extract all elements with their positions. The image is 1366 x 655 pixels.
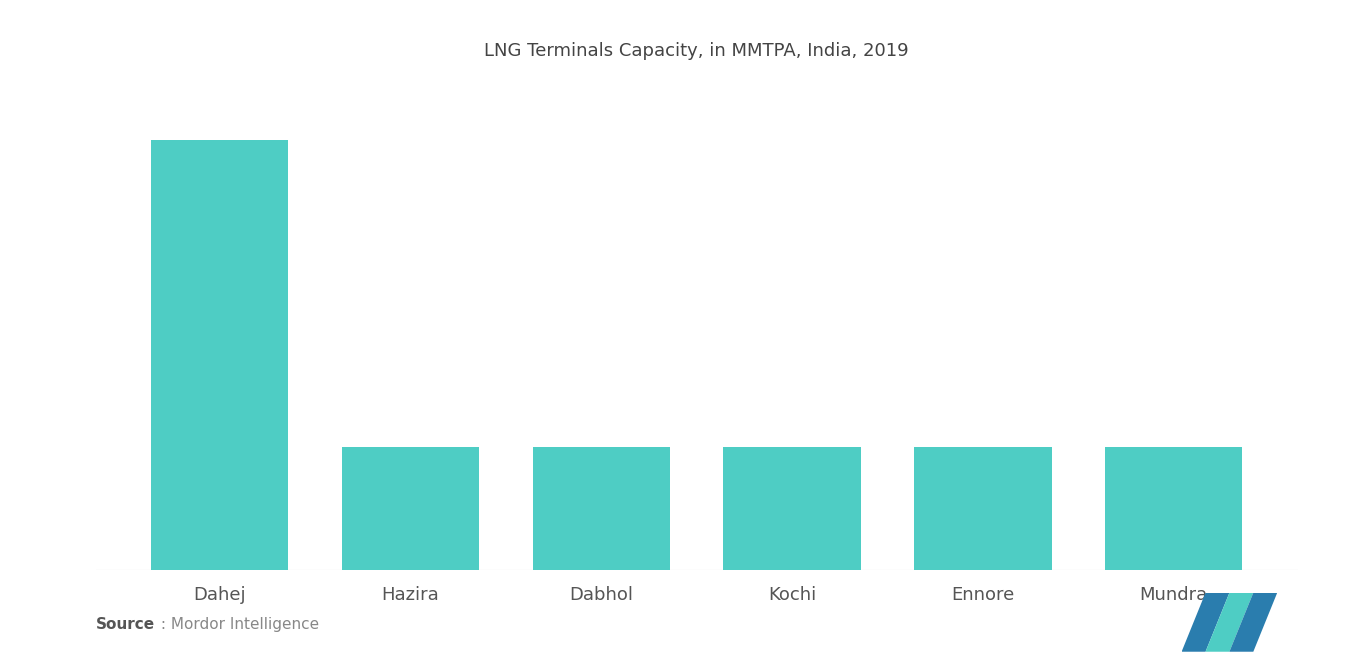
Text: Source: Source <box>96 617 154 632</box>
Title: LNG Terminals Capacity, in MMTPA, India, 2019: LNG Terminals Capacity, in MMTPA, India,… <box>485 43 908 60</box>
Bar <box>724 447 861 570</box>
Bar <box>533 447 669 570</box>
Bar <box>1105 447 1242 570</box>
Bar <box>914 447 1052 570</box>
Text: : Mordor Intelligence: : Mordor Intelligence <box>156 617 318 632</box>
Bar <box>152 140 288 570</box>
Bar <box>342 447 479 570</box>
